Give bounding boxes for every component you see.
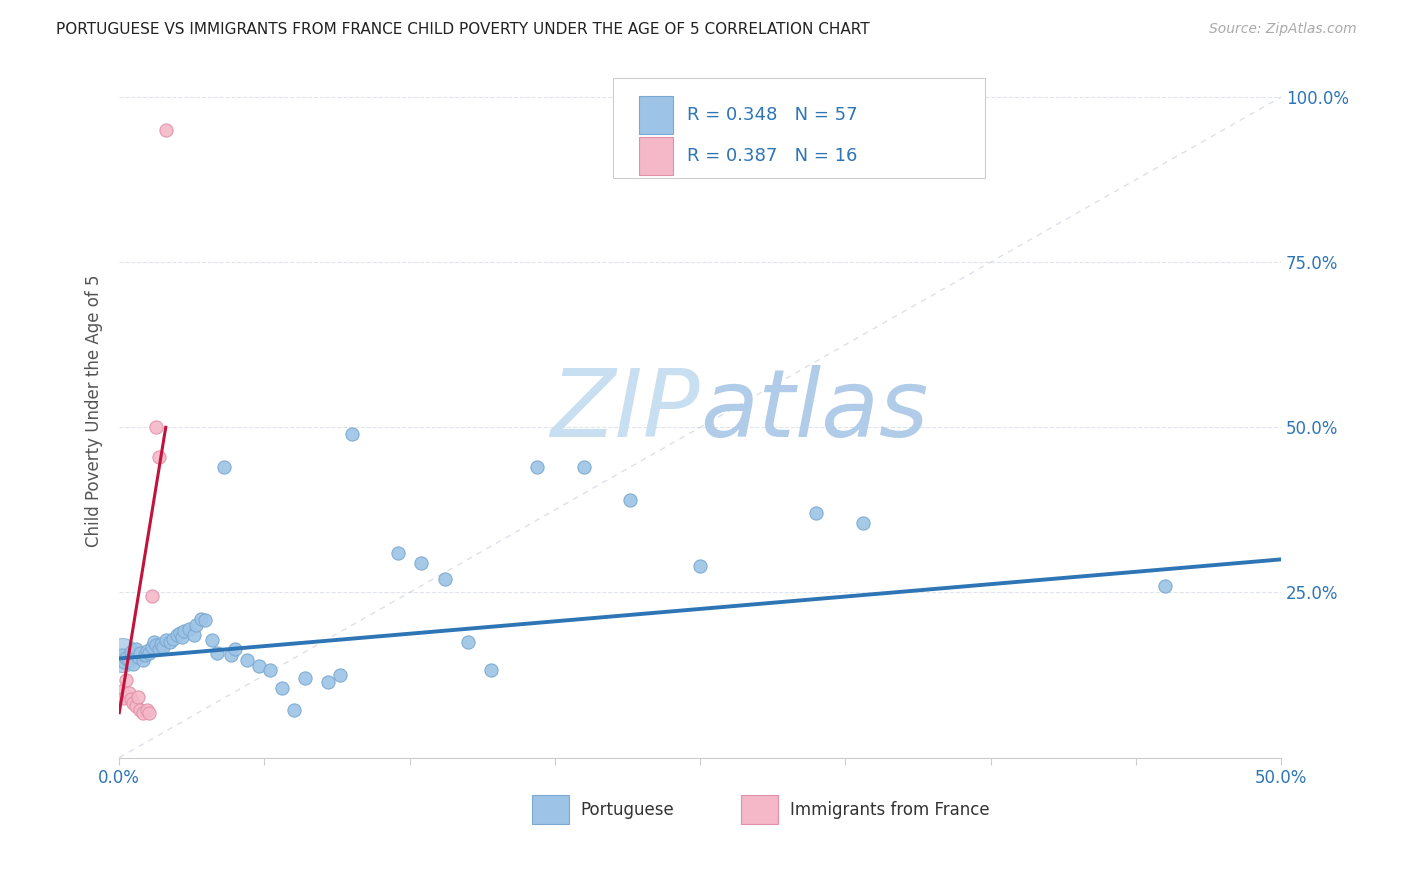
Point	[205, 646, 228, 660]
Point	[129, 646, 152, 660]
Point	[318, 674, 340, 689]
Point	[852, 516, 875, 530]
Point	[177, 622, 200, 636]
Point	[183, 628, 205, 642]
Point	[141, 589, 163, 603]
Point	[184, 618, 207, 632]
Point	[162, 632, 184, 646]
Point	[117, 686, 139, 700]
Text: R = 0.387   N = 16: R = 0.387 N = 16	[688, 147, 858, 165]
Point	[138, 706, 160, 720]
Point	[689, 559, 711, 574]
Point	[120, 645, 142, 659]
Point	[127, 690, 149, 704]
Point	[145, 420, 167, 434]
Point	[122, 697, 145, 711]
Point	[219, 648, 242, 662]
Point	[526, 459, 548, 474]
Text: Portuguese: Portuguese	[581, 800, 675, 819]
Point	[169, 626, 191, 640]
Point	[136, 703, 159, 717]
Point	[143, 635, 166, 649]
Point	[190, 612, 212, 626]
Point	[115, 673, 138, 687]
Point	[122, 657, 145, 671]
Point	[247, 659, 270, 673]
Point	[131, 653, 153, 667]
Point	[110, 648, 132, 662]
Point	[806, 506, 828, 520]
Bar	[638, 136, 673, 175]
Point	[170, 630, 193, 644]
Point	[340, 426, 363, 441]
Point	[271, 681, 294, 696]
Point	[236, 653, 259, 667]
Point	[173, 624, 195, 638]
Text: ZIP: ZIP	[551, 366, 700, 457]
Point	[131, 706, 153, 720]
Point	[283, 703, 305, 717]
Point	[134, 648, 156, 662]
Point	[294, 671, 316, 685]
Point	[201, 632, 224, 647]
Text: R = 0.348   N = 57: R = 0.348 N = 57	[688, 106, 858, 124]
Bar	[741, 795, 778, 824]
Point	[329, 668, 352, 682]
Point	[159, 635, 181, 649]
Point	[387, 546, 409, 560]
Point	[433, 572, 456, 586]
Point	[194, 613, 217, 627]
Bar	[531, 795, 569, 824]
FancyBboxPatch shape	[613, 78, 984, 178]
Point	[136, 643, 159, 657]
Bar	[638, 96, 673, 135]
Point	[166, 628, 188, 642]
Point	[115, 651, 138, 665]
Point	[124, 699, 146, 714]
Text: Immigrants from France: Immigrants from France	[790, 800, 990, 819]
Point	[127, 650, 149, 665]
Point	[145, 638, 167, 652]
Point	[224, 641, 246, 656]
Point	[141, 640, 163, 654]
Point	[212, 459, 235, 474]
Point	[112, 691, 135, 706]
Point	[619, 492, 641, 507]
Point	[110, 648, 132, 662]
Text: atlas: atlas	[700, 366, 928, 457]
Point	[138, 646, 160, 660]
Point	[124, 641, 146, 656]
Point	[152, 640, 174, 654]
Point	[148, 641, 170, 656]
Point	[117, 653, 139, 667]
Point	[572, 459, 595, 474]
Point	[112, 655, 135, 669]
Text: PORTUGUESE VS IMMIGRANTS FROM FRANCE CHILD POVERTY UNDER THE AGE OF 5 CORRELATIO: PORTUGUESE VS IMMIGRANTS FROM FRANCE CHI…	[56, 22, 870, 37]
Point	[259, 664, 281, 678]
Point	[411, 556, 433, 570]
Point	[457, 635, 479, 649]
Point	[150, 637, 173, 651]
Point	[155, 632, 177, 647]
Point	[155, 123, 177, 137]
Point	[120, 692, 142, 706]
Point	[148, 450, 170, 464]
Text: Source: ZipAtlas.com: Source: ZipAtlas.com	[1209, 22, 1357, 37]
Point	[110, 684, 132, 698]
Y-axis label: Child Poverty Under the Age of 5: Child Poverty Under the Age of 5	[86, 275, 103, 547]
Point	[1153, 579, 1175, 593]
Point	[479, 664, 502, 678]
Point	[129, 703, 152, 717]
